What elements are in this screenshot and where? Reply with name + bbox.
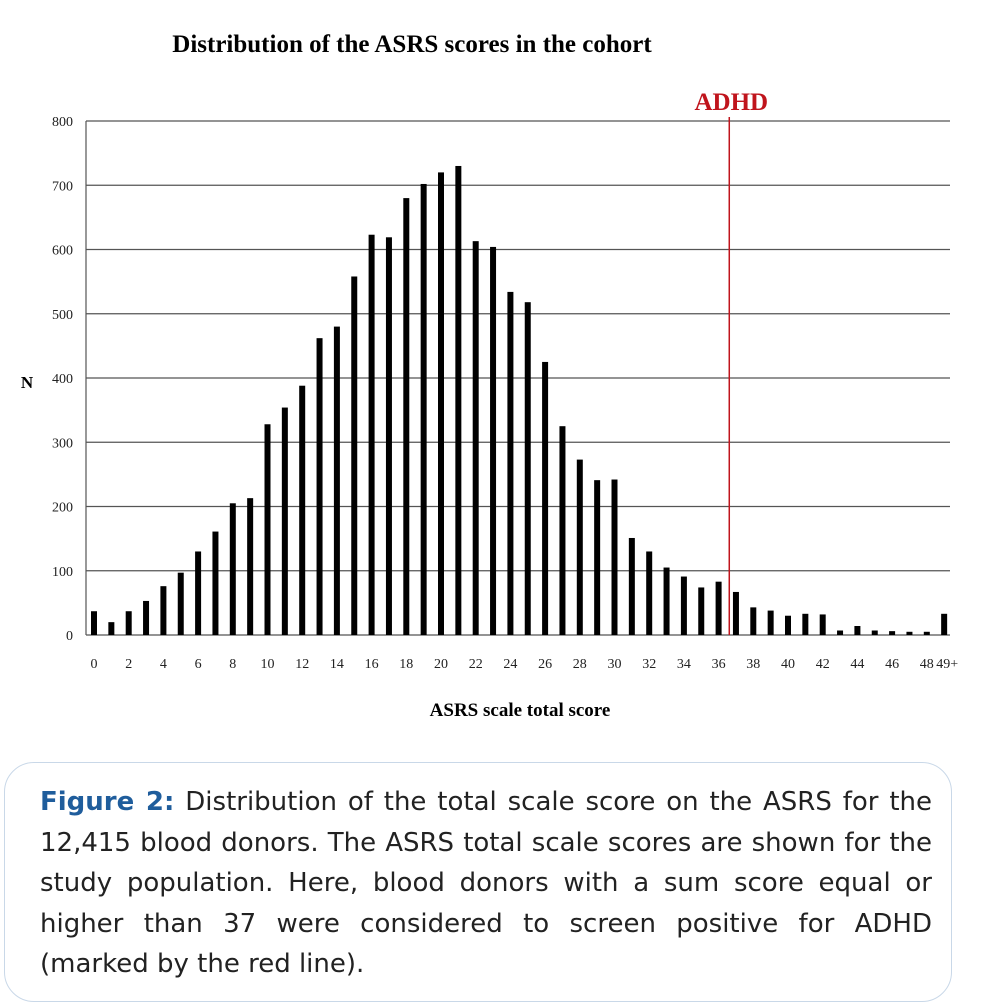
bar — [91, 611, 97, 635]
bar — [333, 326, 340, 635]
bar — [854, 626, 861, 635]
bar — [559, 426, 566, 635]
bar — [177, 572, 184, 635]
x-tick-label: 24 — [503, 657, 517, 672]
bar — [542, 361, 549, 635]
x-tick-label: 49+ — [936, 657, 958, 672]
x-tick-label: 4 — [160, 657, 167, 672]
x-tick-label: 32 — [642, 657, 656, 672]
y-tick-label: 200 — [52, 501, 73, 516]
caption-box — [4, 762, 952, 1002]
x-tick-label: 0 — [91, 657, 98, 672]
bar — [923, 631, 930, 635]
bar — [507, 291, 514, 635]
bar — [906, 631, 913, 635]
y-tick-label: 0 — [66, 629, 73, 644]
bar — [490, 246, 497, 635]
x-tick-label: 38 — [746, 657, 760, 672]
x-tick-label: 20 — [434, 657, 448, 672]
x-axis-ticks: 0 2 4 6 8 10 12 14 16 18 20 22 24 26 28 30 32 34 36 38 40 42 4… — [91, 657, 959, 672]
bar — [195, 551, 202, 635]
bar — [212, 531, 219, 635]
chart: Distribution of the ASRS scores in the c… — [21, 31, 959, 721]
bar — [125, 611, 132, 635]
bar — [715, 581, 722, 635]
bar — [403, 198, 410, 635]
y-tick-label: 100 — [52, 565, 73, 580]
bar — [663, 567, 670, 635]
bar — [576, 459, 583, 635]
x-tick-label: 48 — [920, 657, 934, 672]
bar — [941, 613, 948, 635]
x-tick-label: 34 — [677, 657, 691, 672]
chart-title: Distribution of the ASRS scores in the c… — [172, 31, 652, 58]
bar — [785, 615, 791, 635]
bar — [837, 630, 844, 635]
x-tick-label: 28 — [573, 657, 587, 672]
bar — [108, 622, 115, 635]
x-tick-label: 8 — [229, 657, 236, 672]
bar — [750, 607, 757, 635]
y-tick-label: 300 — [52, 436, 73, 451]
x-tick-label: 14 — [330, 657, 344, 672]
x-tick-label: 30 — [608, 657, 622, 672]
x-tick-label: 18 — [399, 657, 413, 672]
bar — [698, 587, 705, 635]
y-tick-label: 800 — [52, 115, 73, 130]
y-axis-label: N — [21, 373, 34, 392]
bar — [299, 385, 306, 635]
bar — [247, 498, 254, 635]
bar — [455, 165, 462, 635]
figure-caption: Figure 2: Distribution of the total scal… — [40, 782, 932, 985]
bar — [819, 614, 826, 635]
bar — [438, 172, 444, 635]
y-tick-label: 500 — [52, 308, 73, 323]
bar — [472, 241, 479, 635]
y-tick-label: 600 — [52, 244, 73, 259]
bar — [160, 586, 167, 635]
bar — [594, 480, 601, 635]
bar — [871, 630, 878, 635]
adhd-annotation-label: ADHD — [694, 89, 768, 116]
y-tick-label: 700 — [52, 179, 73, 194]
x-tick-label: 6 — [195, 657, 202, 672]
bar — [802, 613, 809, 635]
bar — [385, 237, 392, 636]
x-tick-label: 12 — [295, 657, 309, 672]
x-tick-label: 26 — [538, 657, 552, 672]
y-axis-ticks: 0 100 200 300 400 500 600 700 800 — [52, 115, 73, 644]
bar-chart: Distribution of the ASRS scores in the c… — [21, 31, 959, 721]
bar — [611, 479, 618, 635]
x-tick-label: 46 — [885, 657, 899, 672]
bar — [420, 183, 427, 635]
x-tick-label: 36 — [712, 657, 726, 672]
bar — [281, 407, 288, 635]
x-tick-label: 16 — [365, 657, 379, 672]
bar — [680, 576, 687, 635]
bar — [889, 631, 896, 635]
figure-label: Figure 2: — [40, 787, 175, 817]
x-tick-label: 2 — [125, 657, 132, 672]
y-tick-label: 400 — [52, 372, 73, 387]
bar — [767, 610, 774, 635]
caption-body: Distribution of the total scale score on… — [40, 787, 933, 979]
x-tick-label: 22 — [469, 657, 483, 672]
bar — [143, 600, 150, 635]
x-tick-label: 42 — [816, 657, 830, 672]
bar — [646, 551, 653, 635]
bar — [732, 591, 739, 635]
x-tick-label: 10 — [261, 657, 275, 672]
bar — [368, 234, 375, 635]
bars — [91, 165, 948, 636]
bar — [229, 503, 236, 635]
x-axis-label: ASRS scale total score — [430, 700, 611, 721]
bar — [351, 276, 358, 635]
x-tick-label: 44 — [850, 657, 864, 672]
bar — [524, 302, 531, 635]
bar — [628, 537, 635, 635]
bar — [264, 424, 271, 635]
x-tick-label: 40 — [781, 657, 795, 672]
bar — [316, 338, 323, 635]
